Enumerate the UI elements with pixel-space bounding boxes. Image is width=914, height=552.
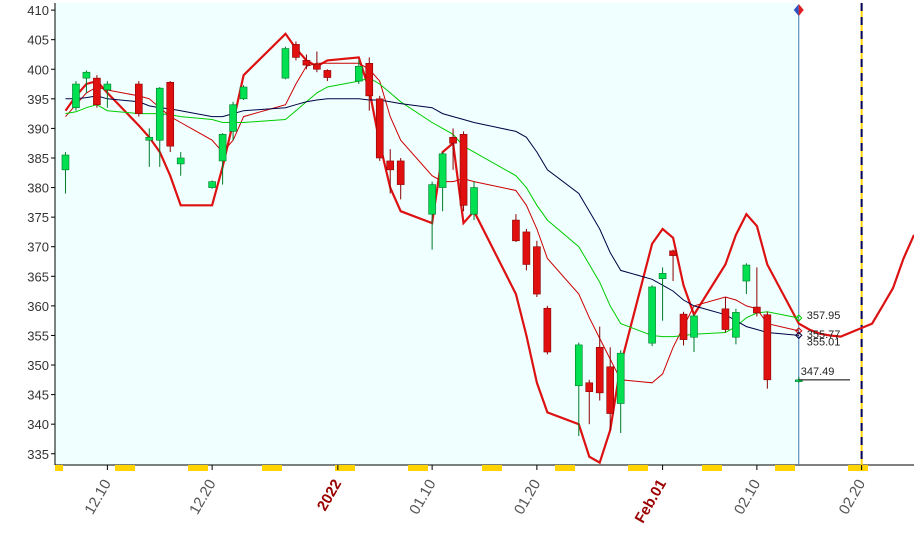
candle-body xyxy=(156,88,163,140)
candle-body xyxy=(83,72,90,78)
candle-body xyxy=(691,316,698,337)
y-tick-label: 370 xyxy=(27,240,49,255)
candle-body xyxy=(617,353,624,403)
candle-body xyxy=(146,137,153,140)
y-tick-label: 345 xyxy=(27,388,49,403)
candle-body xyxy=(670,251,677,256)
y-tick-label: 350 xyxy=(27,358,49,373)
end-value-label: 357.95 xyxy=(807,310,841,322)
y-tick-label: 340 xyxy=(27,417,49,432)
candle-body xyxy=(586,383,593,392)
plot-background xyxy=(55,3,798,465)
candle-body xyxy=(177,158,184,164)
y-tick-label: 375 xyxy=(27,210,49,225)
x-tick-label: 01.10 xyxy=(406,477,439,518)
x-tick-label: 12.20 xyxy=(186,477,219,518)
y-tick-label: 360 xyxy=(27,299,49,314)
y-tick-label: 405 xyxy=(27,33,49,48)
candle-body xyxy=(659,273,666,278)
candle-body xyxy=(460,134,467,205)
candle-body xyxy=(523,232,530,265)
candle-body xyxy=(439,154,446,188)
candle-body xyxy=(282,49,289,79)
candle-body xyxy=(533,247,540,294)
candle-body xyxy=(104,84,111,90)
week-markers xyxy=(55,465,868,471)
candle-body xyxy=(387,161,394,170)
candle-body xyxy=(512,220,519,241)
candle-body xyxy=(292,44,299,57)
candle-body xyxy=(732,312,739,337)
candle-body xyxy=(596,347,603,393)
candle-body xyxy=(324,70,331,77)
candle-body xyxy=(764,315,771,380)
candle-body xyxy=(471,188,478,215)
candle-body xyxy=(135,84,142,114)
y-tick-label: 335 xyxy=(27,447,49,462)
candle-body xyxy=(450,137,457,143)
end-value-label: 355.01 xyxy=(807,336,841,348)
candle-body xyxy=(303,60,310,65)
candle-body xyxy=(355,66,362,81)
candle-body xyxy=(72,84,79,108)
x-tick-label: Feb.01 xyxy=(632,477,670,527)
candle-body xyxy=(93,78,100,105)
candle-body xyxy=(167,82,174,146)
candle-body xyxy=(607,367,614,414)
candle-body xyxy=(429,185,436,215)
candle-body xyxy=(722,309,729,330)
y-tick-label: 355 xyxy=(27,328,49,343)
candle-body xyxy=(649,287,656,343)
candle-body xyxy=(209,182,216,188)
y-tick-label: 410 xyxy=(27,3,49,18)
candle-body xyxy=(219,134,226,161)
candle-body xyxy=(753,307,760,313)
y-tick-label: 400 xyxy=(27,62,49,77)
x-tick-label: 12.10 xyxy=(81,477,114,518)
candle-body xyxy=(575,345,582,386)
x-tick-label: 02.20 xyxy=(836,477,869,518)
candle-body xyxy=(397,161,404,185)
candle-body xyxy=(313,65,320,70)
y-tick-label: 385 xyxy=(27,151,49,166)
y-tick-label: 380 xyxy=(27,181,49,196)
y-tick-label: 390 xyxy=(27,121,49,136)
x-tick-label: 02.10 xyxy=(731,477,764,518)
candle-body xyxy=(62,155,69,170)
candle-body xyxy=(544,308,551,352)
close-label: 347.49 xyxy=(801,366,835,378)
candle-body xyxy=(230,105,237,132)
candle-body xyxy=(680,314,687,339)
cursor-marker-right xyxy=(799,4,804,16)
y-tick-label: 365 xyxy=(27,269,49,284)
x-tick-label: 2022 xyxy=(314,477,345,514)
x-tick-label: 01.20 xyxy=(511,477,544,518)
candle-body xyxy=(366,63,373,96)
candle-body xyxy=(743,265,750,281)
candle-body xyxy=(240,87,247,99)
candle-body xyxy=(376,99,383,158)
y-tick-label: 395 xyxy=(27,92,49,107)
